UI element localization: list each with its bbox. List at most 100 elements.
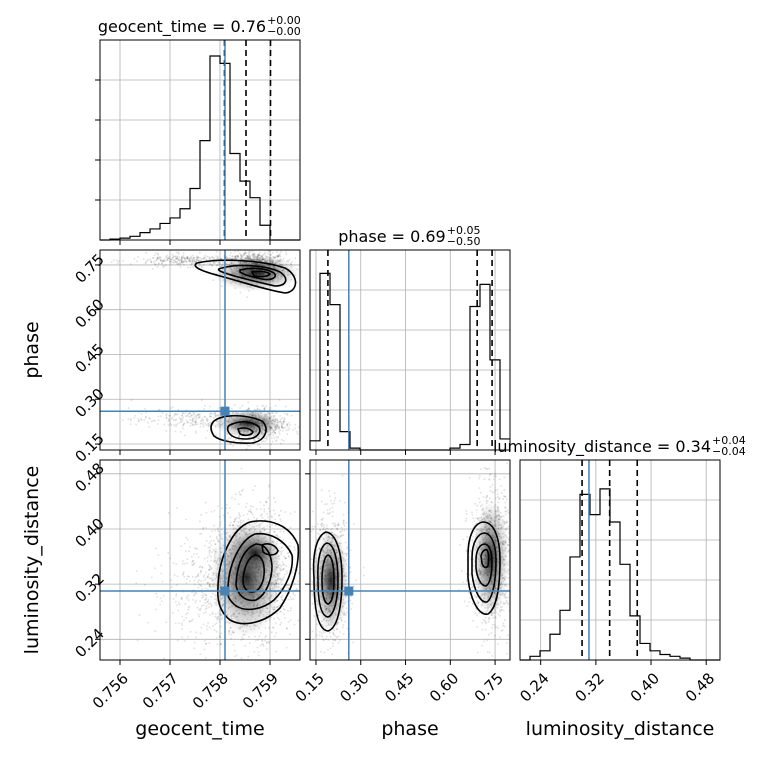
scatter-point: [328, 490, 330, 492]
scatter-point: [271, 515, 273, 517]
scatter-point: [145, 416, 147, 418]
scatter-point: [273, 618, 275, 620]
scatter-point: [202, 418, 204, 420]
scatter-point: [181, 597, 183, 599]
scatter-point: [215, 414, 217, 416]
scatter-point: [135, 583, 137, 585]
scatter-point: [236, 655, 238, 657]
scatter-point: [200, 584, 202, 586]
scatter-point: [276, 439, 278, 441]
scatter-point: [350, 571, 352, 573]
scatter-point: [190, 267, 192, 269]
scatter-point: [171, 418, 173, 420]
scatter-point: [334, 500, 336, 502]
scatter-point: [198, 587, 200, 589]
scatter-point: [185, 519, 187, 521]
scatter-point: [163, 424, 165, 426]
scatter-point: [246, 503, 248, 505]
scatter-point: [290, 513, 292, 515]
scatter-point: [269, 526, 271, 528]
scatter-point: [265, 436, 267, 438]
scatter-point: [168, 424, 170, 426]
scatter-point: [221, 529, 223, 531]
scatter-point: [177, 423, 179, 425]
scatter-point: [239, 491, 241, 493]
scatter-point: [215, 255, 217, 257]
scatter-point: [289, 286, 291, 288]
scatter-point: [269, 409, 271, 411]
scatter-point: [288, 621, 290, 623]
scatter-point: [280, 542, 282, 544]
scatter-point: [184, 435, 186, 437]
scatter-point: [285, 406, 287, 408]
scatter-point: [195, 261, 197, 263]
scatter-point: [261, 405, 263, 407]
scatter-point: [176, 563, 178, 565]
scatter-point: [200, 566, 202, 568]
scatter-point: [200, 514, 202, 516]
scatter-point: [270, 444, 272, 446]
scatter-point: [263, 440, 265, 442]
scatter-point: [219, 637, 221, 639]
scatter-point: [177, 264, 179, 266]
scatter-point: [187, 612, 189, 614]
scatter-point: [192, 560, 194, 562]
scatter-point: [189, 413, 191, 415]
scatter-point: [188, 609, 190, 611]
scatter-point: [207, 430, 209, 432]
scatter-point: [345, 542, 347, 544]
scatter-point: [287, 553, 289, 555]
scatter-point: [202, 566, 204, 568]
scatter-point: [173, 415, 175, 417]
scatter-point: [286, 647, 288, 649]
scatter-point: [217, 529, 219, 531]
scatter-point: [185, 261, 187, 263]
scatter-point: [292, 593, 294, 595]
scatter-point: [337, 522, 339, 524]
scatter-point: [208, 574, 210, 576]
scatter-point: [260, 645, 262, 647]
scatter-point: [267, 435, 269, 437]
scatter-point: [152, 268, 154, 270]
scatter-point: [254, 485, 256, 487]
scatter-point: [279, 429, 281, 431]
scatter-point: [346, 612, 348, 614]
scatter-point: [192, 564, 194, 566]
scatter-point: [193, 417, 195, 419]
scatter-point: [275, 405, 277, 407]
scatter-point: [172, 417, 174, 419]
scatter-point: [279, 431, 281, 433]
scatter-point: [201, 605, 203, 607]
scatter-point: [227, 438, 229, 440]
scatter-point: [182, 637, 184, 639]
scatter-point: [228, 633, 230, 635]
scatter-point: [203, 593, 205, 595]
scatter-point: [199, 521, 201, 523]
scatter-point: [202, 527, 204, 529]
scatter-point: [176, 593, 178, 595]
scatter-point: [363, 567, 365, 569]
scatter-point: [217, 644, 219, 646]
scatter-point: [235, 518, 237, 520]
scatter-point: [177, 640, 179, 642]
scatter-point: [199, 414, 201, 416]
scatter-point: [285, 427, 287, 429]
scatter-point: [344, 621, 346, 623]
scatter-point: [214, 510, 216, 512]
scatter-point: [194, 260, 196, 262]
scatter-point: [266, 648, 268, 650]
scatter-point: [282, 430, 284, 432]
scatter-point: [247, 445, 249, 447]
scatter-point: [260, 502, 262, 504]
scatter-point: [197, 581, 199, 583]
scatter-point: [268, 253, 270, 255]
scatter-point: [155, 548, 157, 550]
scatter-point: [209, 583, 211, 585]
scatter-point: [256, 509, 258, 511]
scatter-point: [257, 408, 259, 410]
scatter-point: [172, 612, 174, 614]
scatter-point: [130, 423, 132, 425]
scatter-point: [257, 438, 259, 440]
scatter-point: [248, 251, 250, 253]
scatter-point: [275, 501, 277, 503]
